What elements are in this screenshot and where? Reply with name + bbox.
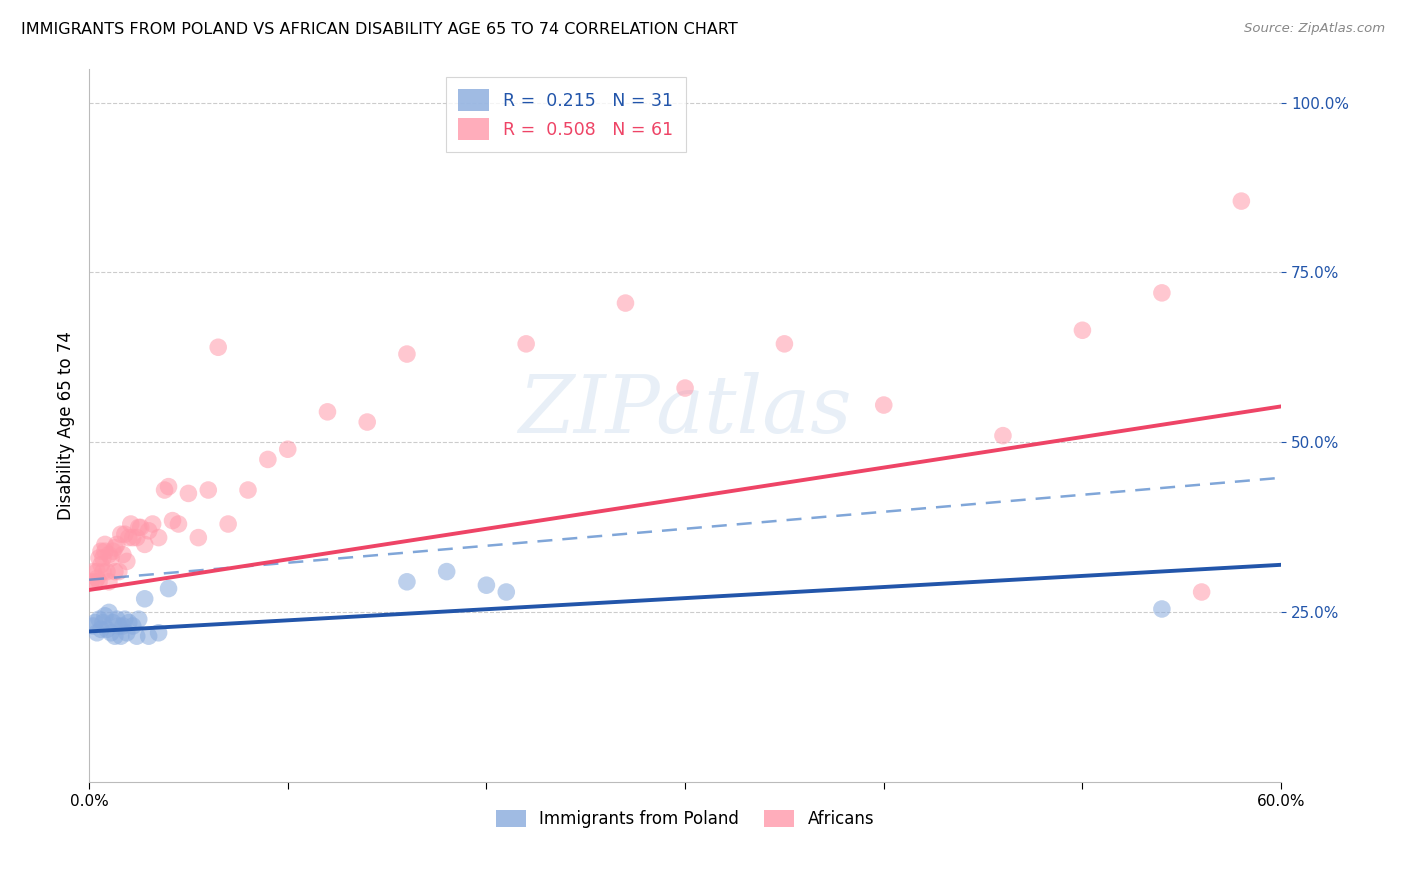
Point	[138, 524, 160, 538]
Point	[108, 565, 131, 579]
Point	[128, 612, 150, 626]
Point	[97, 574, 120, 589]
Point	[1071, 323, 1094, 337]
Point	[84, 574, 107, 589]
Point	[120, 516, 142, 531]
Point	[118, 615, 141, 630]
Point	[100, 551, 122, 566]
Point	[991, 428, 1014, 442]
Point	[115, 554, 138, 568]
Point	[1150, 285, 1173, 300]
Point	[86, 625, 108, 640]
Point	[395, 347, 418, 361]
Point	[94, 537, 117, 551]
Text: IMMIGRANTS FROM POLAND VS AFRICAN DISABILITY AGE 65 TO 74 CORRELATION CHART: IMMIGRANTS FROM POLAND VS AFRICAN DISABI…	[21, 22, 738, 37]
Point	[316, 405, 339, 419]
Point	[97, 548, 120, 562]
Point	[94, 544, 117, 558]
Point	[90, 558, 112, 572]
Point	[673, 381, 696, 395]
Point	[101, 615, 124, 630]
Point	[614, 296, 637, 310]
Point	[157, 582, 180, 596]
Point	[96, 623, 118, 637]
Point	[105, 537, 128, 551]
Point	[91, 551, 114, 566]
Point	[91, 565, 114, 579]
Point	[104, 541, 127, 555]
Point	[97, 606, 120, 620]
Point	[129, 520, 152, 534]
Point	[114, 612, 136, 626]
Point	[87, 574, 110, 589]
Point	[84, 615, 107, 630]
Point	[134, 591, 156, 606]
Point	[87, 551, 110, 566]
Point	[495, 585, 517, 599]
Point	[142, 516, 165, 531]
Point	[111, 619, 134, 633]
Point	[82, 565, 104, 579]
Point	[86, 571, 108, 585]
Point	[101, 544, 124, 558]
Point	[1191, 585, 1213, 599]
Y-axis label: Disability Age 65 to 74: Disability Age 65 to 74	[58, 331, 75, 520]
Point	[356, 415, 378, 429]
Point	[207, 340, 229, 354]
Point	[90, 623, 112, 637]
Text: ZIPatlas: ZIPatlas	[519, 372, 852, 450]
Point	[80, 574, 103, 589]
Point	[138, 629, 160, 643]
Point	[436, 565, 458, 579]
Point	[104, 629, 127, 643]
Point	[167, 516, 190, 531]
Point	[236, 483, 259, 497]
Point	[121, 531, 143, 545]
Point	[86, 565, 108, 579]
Point	[87, 612, 110, 626]
Point	[277, 442, 299, 457]
Point	[217, 516, 239, 531]
Point	[105, 612, 128, 626]
Point	[82, 619, 104, 633]
Point	[134, 537, 156, 551]
Point	[111, 548, 134, 562]
Point	[128, 520, 150, 534]
Point	[114, 527, 136, 541]
Point	[1150, 602, 1173, 616]
Point	[515, 336, 537, 351]
Point	[1230, 194, 1253, 208]
Legend: Immigrants from Poland, Africans: Immigrants from Poland, Africans	[489, 803, 880, 835]
Point	[90, 544, 112, 558]
Point	[197, 483, 219, 497]
Point	[94, 608, 117, 623]
Point	[104, 565, 127, 579]
Point	[395, 574, 418, 589]
Point	[121, 619, 143, 633]
Point	[153, 483, 176, 497]
Point	[475, 578, 498, 592]
Point	[110, 527, 132, 541]
Point	[108, 619, 131, 633]
Point	[773, 336, 796, 351]
Point	[125, 629, 148, 643]
Point	[148, 531, 170, 545]
Point	[257, 452, 280, 467]
Point	[118, 531, 141, 545]
Point	[125, 531, 148, 545]
Point	[162, 514, 184, 528]
Point	[110, 629, 132, 643]
Point	[96, 565, 118, 579]
Point	[115, 625, 138, 640]
Point	[91, 615, 114, 630]
Point	[100, 625, 122, 640]
Point	[187, 531, 209, 545]
Point	[177, 486, 200, 500]
Point	[873, 398, 896, 412]
Point	[157, 480, 180, 494]
Text: Source: ZipAtlas.com: Source: ZipAtlas.com	[1244, 22, 1385, 36]
Point	[148, 625, 170, 640]
